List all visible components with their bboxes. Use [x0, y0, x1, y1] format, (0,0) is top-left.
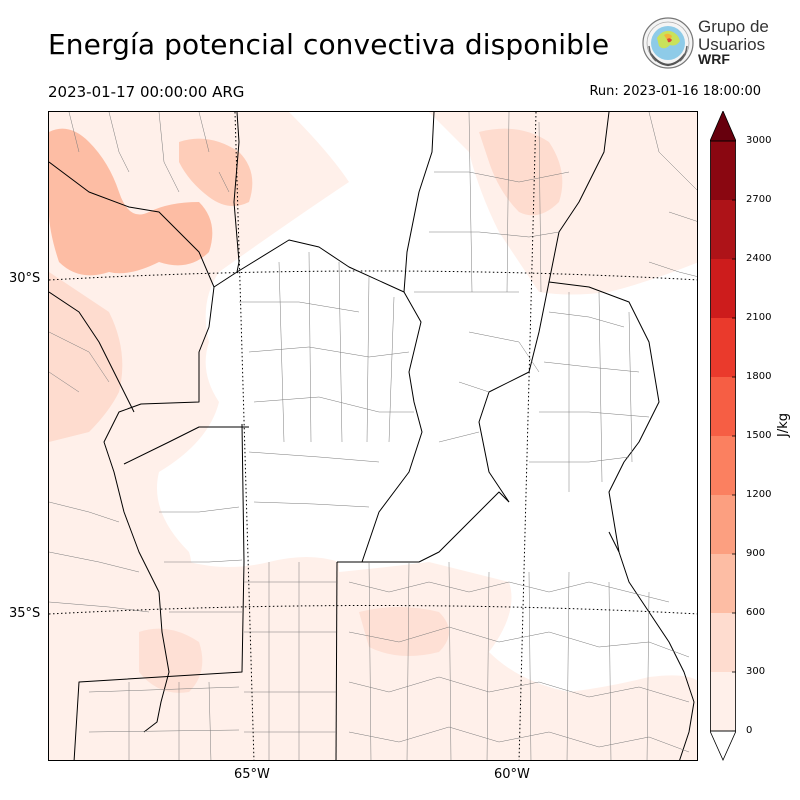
colorbar-bin-600-900: [710, 554, 736, 613]
logo-text-line2: Usuarios: [698, 35, 766, 54]
border-entre-rios-east: [548, 281, 660, 553]
cape-field-300-600-northwest: [49, 128, 213, 276]
graticule: [49, 112, 697, 760]
gridline-lat-30s: [49, 270, 697, 281]
colorbar-tick-label-3000: 3000: [746, 135, 772, 146]
border-buenos-aires: [335, 561, 338, 760]
colorbar-bin-900-1200: [710, 495, 736, 554]
border-west-andes: [49, 291, 135, 413]
colorbar-bin-2100-2400: [710, 259, 736, 318]
colorbar-tick-label-1200: 1200: [746, 489, 772, 500]
colorbar-bin-2700-3000: [710, 141, 736, 200]
colorbar-tick-label-2400: 2400: [746, 253, 772, 264]
cape-field-0-300-south-east: [339, 562, 697, 760]
gridline-lon-60w: [518, 112, 537, 760]
cape-colorbar: [710, 111, 736, 761]
cape-field-300-600-south: [139, 628, 203, 693]
colorbar-tick-label-900: 900: [746, 548, 766, 559]
colorbar-tick-label-1800: 1800: [746, 371, 772, 382]
province-borders: [49, 112, 695, 760]
map-title: Energía potencial convectiva disponible: [48, 28, 610, 61]
colorbar-extend-min: [710, 730, 736, 761]
border-san-luis-la-pampa: [123, 426, 249, 465]
border-bsas-north: [337, 491, 510, 563]
cape-field-300-600-west: [49, 272, 123, 442]
colorbar-bin-1500-1800: [710, 377, 736, 436]
cape-field-300-600-southeast: [359, 607, 449, 656]
cape-shading: [49, 112, 697, 760]
cape-map: [48, 111, 698, 761]
border-la-rioja-cordoba: [103, 112, 240, 733]
colorbar-bin-300-600: [710, 613, 736, 672]
logo-text-wrf: WRF: [698, 51, 730, 67]
colorbar-tick-label-2100: 2100: [746, 312, 772, 323]
border-cordoba-santa-fe: [236, 239, 423, 563]
border-nw: [49, 161, 215, 288]
gridline-lat-35s: [49, 605, 697, 615]
colorbar-units-label: J/kg: [776, 413, 791, 437]
colorbar-tick-label-300: 300: [746, 666, 766, 677]
valid-time-label: 2023-01-17 00:00:00 ARG: [48, 83, 245, 101]
colorbar-bin-0-300: [710, 672, 736, 731]
cape-field-300-600-northwest-2: [179, 138, 253, 206]
wrf-users-globe-emblem: [642, 17, 694, 69]
colorbar-extend-max: [710, 111, 736, 142]
gridline-lon-65w: [234, 112, 255, 760]
border-cordoba-la-pampa: [73, 423, 245, 760]
colorbar-tick-label-600: 600: [746, 607, 766, 618]
border-coast: [608, 531, 695, 760]
colorbar-bin-2400-2700: [710, 200, 736, 259]
colorbar-tick-label-2700: 2700: [746, 194, 772, 205]
department-borders: [49, 112, 697, 760]
colorbar-tick-label-0: 0: [746, 725, 753, 736]
border-corrientes: [478, 112, 610, 503]
border-santa-fe-entre-rios: [403, 112, 435, 293]
lon-label-65w: 65°W: [234, 767, 270, 782]
colorbar-bin-1800-2100: [710, 318, 736, 377]
cape-field-300-600-northeast: [479, 128, 563, 216]
logo-text-line1: Grupo de: [698, 17, 769, 36]
run-time-label: Run: 2023-01-16 18:00:00: [589, 84, 761, 99]
lat-label-35s: 35°S: [9, 606, 41, 621]
colorbar-bin-1200-1500: [710, 436, 736, 495]
wrf-users-logo: Grupo de Usuarios WRF: [640, 16, 770, 72]
colorbar-tick-label-1500: 1500: [746, 430, 772, 441]
lat-label-30s: 30°S: [9, 271, 41, 286]
lon-label-60w: 60°W: [494, 767, 530, 782]
